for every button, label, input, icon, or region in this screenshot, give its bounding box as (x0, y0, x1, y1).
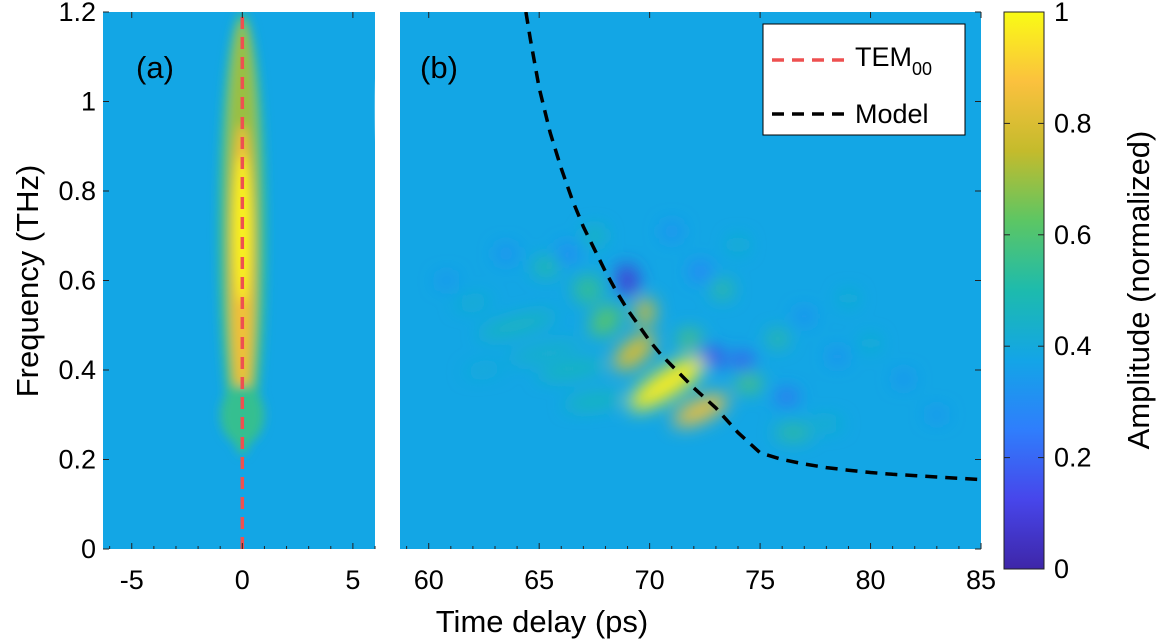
heatmap-blob (661, 222, 682, 241)
y-tick-label: 0.4 (58, 355, 96, 385)
colorbar-gradient (1003, 11, 1045, 570)
panel-a-x-ticks: -5 0 5 (109, 12, 376, 595)
colorbar: 0 0.2 0.4 0.6 0.8 1 Amplitude (normalized) (1003, 0, 1156, 584)
heatmap-blob (774, 389, 799, 404)
colorbar-tick-label: 1 (1054, 0, 1069, 27)
heatmap-blob (861, 336, 880, 351)
x-tick-label: 0 (235, 565, 250, 595)
heatmap-blob (767, 330, 788, 347)
colorbar-tick-label: 0.6 (1054, 220, 1092, 250)
x-tick-label: 80 (856, 565, 886, 595)
y-axis-label: Frequency (THz) (10, 165, 45, 398)
x-tick-label: 70 (635, 565, 665, 595)
x-tick-label: 65 (524, 565, 554, 595)
x-tick-label: 5 (345, 565, 360, 595)
panel-a-label: (a) (136, 50, 174, 85)
heatmap-blob (730, 353, 755, 370)
x-axis-label: Time delay (ps) (436, 604, 648, 639)
heatmap-blob (795, 309, 814, 324)
heatmap-blob (564, 394, 625, 409)
heatmap-blob (775, 425, 812, 440)
y-tick-label: 1.2 (58, 0, 96, 27)
colorbar-ticks: 0 0.2 0.4 0.6 0.8 1 (1004, 0, 1092, 584)
heatmap-blob (736, 374, 763, 393)
heatmap-blob (926, 408, 947, 421)
y-axis-ticks: 0 0.2 0.4 0.6 0.8 1 1.2 (58, 0, 981, 564)
y-tick-label: 1 (81, 87, 96, 117)
heatmap-blob (537, 361, 607, 379)
heatmap-blob (828, 349, 847, 364)
ridge-layer-3 (234, 155, 251, 303)
ridge-base (220, 384, 265, 445)
heatmap-blob (672, 394, 729, 427)
colorbar-tick-label: 0 (1054, 554, 1069, 584)
colorbar-label: Amplitude (normalized) (1121, 131, 1156, 450)
heatmap-blob (496, 244, 517, 263)
panel-a-heatmap (218, 12, 267, 456)
colorbar-tick-label: 0.4 (1054, 331, 1092, 361)
x-tick-label: 85 (966, 565, 996, 595)
heatmap-blob (893, 371, 914, 386)
panel-b-x-ticks: 60 65 70 75 80 85 (406, 12, 996, 595)
heatmap-blob (613, 333, 655, 371)
heatmap-blob (533, 258, 558, 277)
panel-b-label: (b) (420, 50, 458, 85)
heatmap-blob (712, 280, 733, 299)
heatmap-blob (557, 243, 578, 264)
heatmap-blob (839, 291, 858, 306)
heatmap-blob (590, 305, 621, 337)
x-tick-label: -5 (120, 565, 144, 595)
heatmap-blob (728, 236, 747, 253)
legend-box (762, 23, 966, 136)
x-tick-label: 75 (745, 565, 775, 595)
legend-model-label: Model (855, 99, 929, 129)
axis-break (374, 12, 400, 549)
y-tick-label: 0.6 (58, 266, 96, 296)
heatmap-blob (677, 329, 702, 348)
heatmap-blob (628, 356, 706, 411)
colorbar-tick-label: 0.2 (1054, 443, 1092, 473)
heatmap-blob (464, 364, 504, 376)
heatmap-blob (455, 297, 491, 309)
heatmap-blob (810, 417, 843, 430)
heatmap-blob (436, 274, 457, 287)
heatmap-blob (635, 297, 656, 326)
legend-tem00-label: TEM00 (855, 42, 932, 79)
heatmap-blob (573, 275, 602, 304)
y-tick-label: 0 (81, 534, 96, 564)
y-tick-label: 0.8 (58, 176, 96, 206)
heatmap-blob (690, 262, 711, 281)
legend: TEM00 Model (762, 23, 966, 136)
x-tick-label: 60 (414, 565, 444, 595)
panel-a: (a) -5 0 5 (103, 12, 376, 595)
heatmap-blob (583, 226, 606, 245)
heatmap-blob (697, 346, 725, 367)
colorbar-tick-label: 0.8 (1054, 108, 1092, 138)
heatmap-blob (616, 264, 639, 297)
y-tick-label: 0.2 (58, 445, 96, 475)
heatmap-blob (478, 312, 556, 338)
panel-b-heatmap (436, 222, 947, 440)
heatmap-blob (508, 342, 583, 362)
model-curve (524, 12, 981, 482)
